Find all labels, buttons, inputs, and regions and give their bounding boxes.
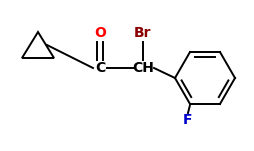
Text: C: C <box>94 61 105 75</box>
Text: O: O <box>94 26 105 40</box>
Text: Br: Br <box>134 26 151 40</box>
Text: CH: CH <box>132 61 153 75</box>
Text: F: F <box>183 113 192 127</box>
